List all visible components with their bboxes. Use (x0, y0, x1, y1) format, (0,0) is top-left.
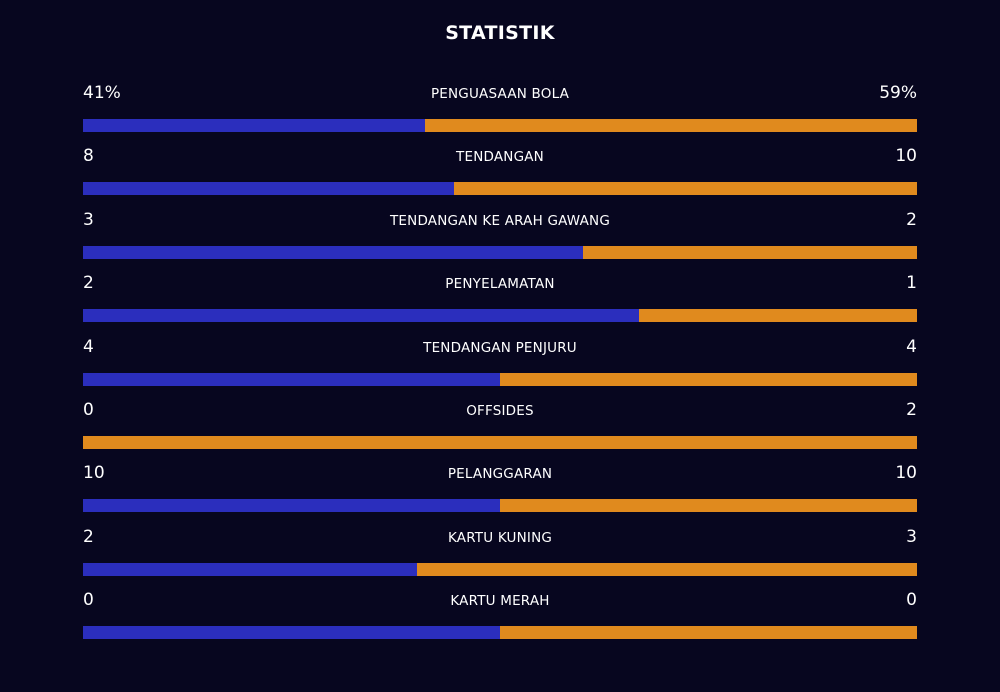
stat-home-value: 3 (83, 209, 94, 230)
stat-away-value: 0 (906, 590, 917, 611)
stat-label: KARTU KUNING (447, 529, 553, 546)
stat-bar-home (83, 562, 417, 576)
stat-home-value: 8 (83, 146, 94, 167)
stat-home-value: 4 (83, 336, 94, 357)
stat-bar-away (500, 499, 917, 513)
stat-bar-away (583, 245, 917, 259)
stat-bar-away (638, 309, 917, 323)
stat-row: 0 OFFSIDES 2 (83, 395, 917, 458)
stat-bar-home (83, 245, 584, 259)
stat-bar (83, 182, 917, 196)
stat-away-value: 10 (895, 463, 917, 484)
stat-home-value: 2 (83, 526, 94, 547)
stat-row: 4 TENDANGAN PENJURU 4 (83, 332, 917, 395)
stat-bar-home (83, 626, 500, 640)
stat-home-value: 2 (83, 273, 94, 294)
stat-away-value: 2 (906, 209, 917, 230)
stat-home-value: 10 (83, 463, 105, 484)
stat-away-value: 59% (879, 83, 917, 103)
stat-label: TENDANGAN KE ARAH GAWANG (389, 212, 611, 229)
stat-label: PENYELAMATAN (445, 276, 555, 293)
stat-bar-home (83, 372, 500, 386)
stat-label: PELANGGARAN (447, 466, 553, 483)
stat-home-value: 41% (83, 83, 121, 103)
stat-away-value: 2 (906, 399, 917, 420)
stat-bar-home (83, 309, 639, 323)
stat-away-value: 4 (906, 336, 917, 357)
stat-bar (83, 119, 917, 132)
stat-bar (83, 499, 917, 513)
stat-home-value: 0 (83, 590, 94, 611)
stat-bar-home (83, 182, 454, 196)
stat-bar (83, 245, 917, 259)
stat-away-value: 1 (906, 273, 917, 294)
stat-bar-away (500, 626, 917, 640)
stat-bar (83, 372, 917, 386)
stat-bar (83, 562, 917, 576)
stat-bar-away (453, 182, 917, 196)
stat-bar (83, 309, 917, 323)
stat-row: 3 TENDANGAN KE ARAH GAWANG 2 (83, 205, 917, 268)
stat-bar-away (500, 372, 917, 386)
stat-row: 41% PENGUASAAN BOLA 59% (83, 78, 917, 141)
stat-bar (83, 435, 917, 449)
stat-row: 8 TENDANGAN 10 (83, 141, 917, 204)
stat-label: TENDANGAN (456, 149, 544, 166)
stats-list: 41% PENGUASAAN BOLA 59% 8 TENDANGAN 10 3 TENDAN… (83, 78, 917, 649)
stat-bar-away (83, 435, 917, 449)
stat-home-value: 0 (83, 399, 94, 420)
stat-bar-home (83, 499, 500, 513)
stat-bar-away (416, 562, 917, 576)
chart-title: STATISTIK (445, 22, 555, 44)
stat-row: 2 KARTU KUNING 3 (83, 522, 917, 585)
stat-bar-away (424, 119, 917, 132)
stat-row: 0 KARTU MERAH 0 (83, 585, 917, 648)
stat-bar (83, 626, 917, 640)
stat-label: OFFSIDES (466, 402, 534, 419)
stat-label: PENGUASAAN BOLA (430, 86, 570, 102)
stat-away-value: 10 (895, 146, 917, 167)
stat-label: KARTU MERAH (450, 593, 550, 610)
stat-row: 2 PENYELAMATAN 1 (83, 268, 917, 331)
stat-row: 10 PELANGGARAN 10 (83, 458, 917, 521)
stat-away-value: 3 (906, 526, 917, 547)
stat-bar-home (83, 119, 425, 132)
stat-label: TENDANGAN PENJURU (423, 339, 577, 356)
